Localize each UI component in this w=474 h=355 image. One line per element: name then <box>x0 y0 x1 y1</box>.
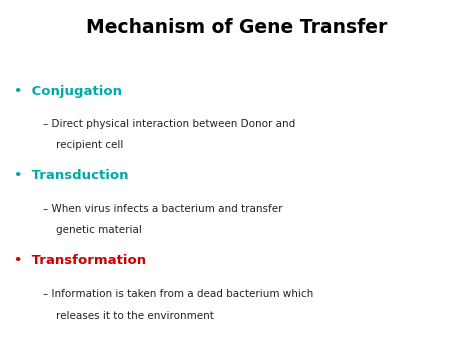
Text: – Direct physical interaction between Donor and: – Direct physical interaction between Do… <box>43 119 295 129</box>
Text: •  Transformation: • Transformation <box>14 254 146 267</box>
Text: •  Transduction: • Transduction <box>14 169 129 182</box>
Text: recipient cell: recipient cell <box>43 140 123 150</box>
Text: – When virus infects a bacterium and transfer: – When virus infects a bacterium and tra… <box>43 204 282 214</box>
Text: releases it to the environment: releases it to the environment <box>43 311 213 321</box>
Text: Mechanism of Gene Transfer: Mechanism of Gene Transfer <box>86 18 388 37</box>
Text: – Information is taken from a dead bacterium which: – Information is taken from a dead bacte… <box>43 289 313 299</box>
Text: genetic material: genetic material <box>43 225 142 235</box>
Text: •  Conjugation: • Conjugation <box>14 85 122 98</box>
